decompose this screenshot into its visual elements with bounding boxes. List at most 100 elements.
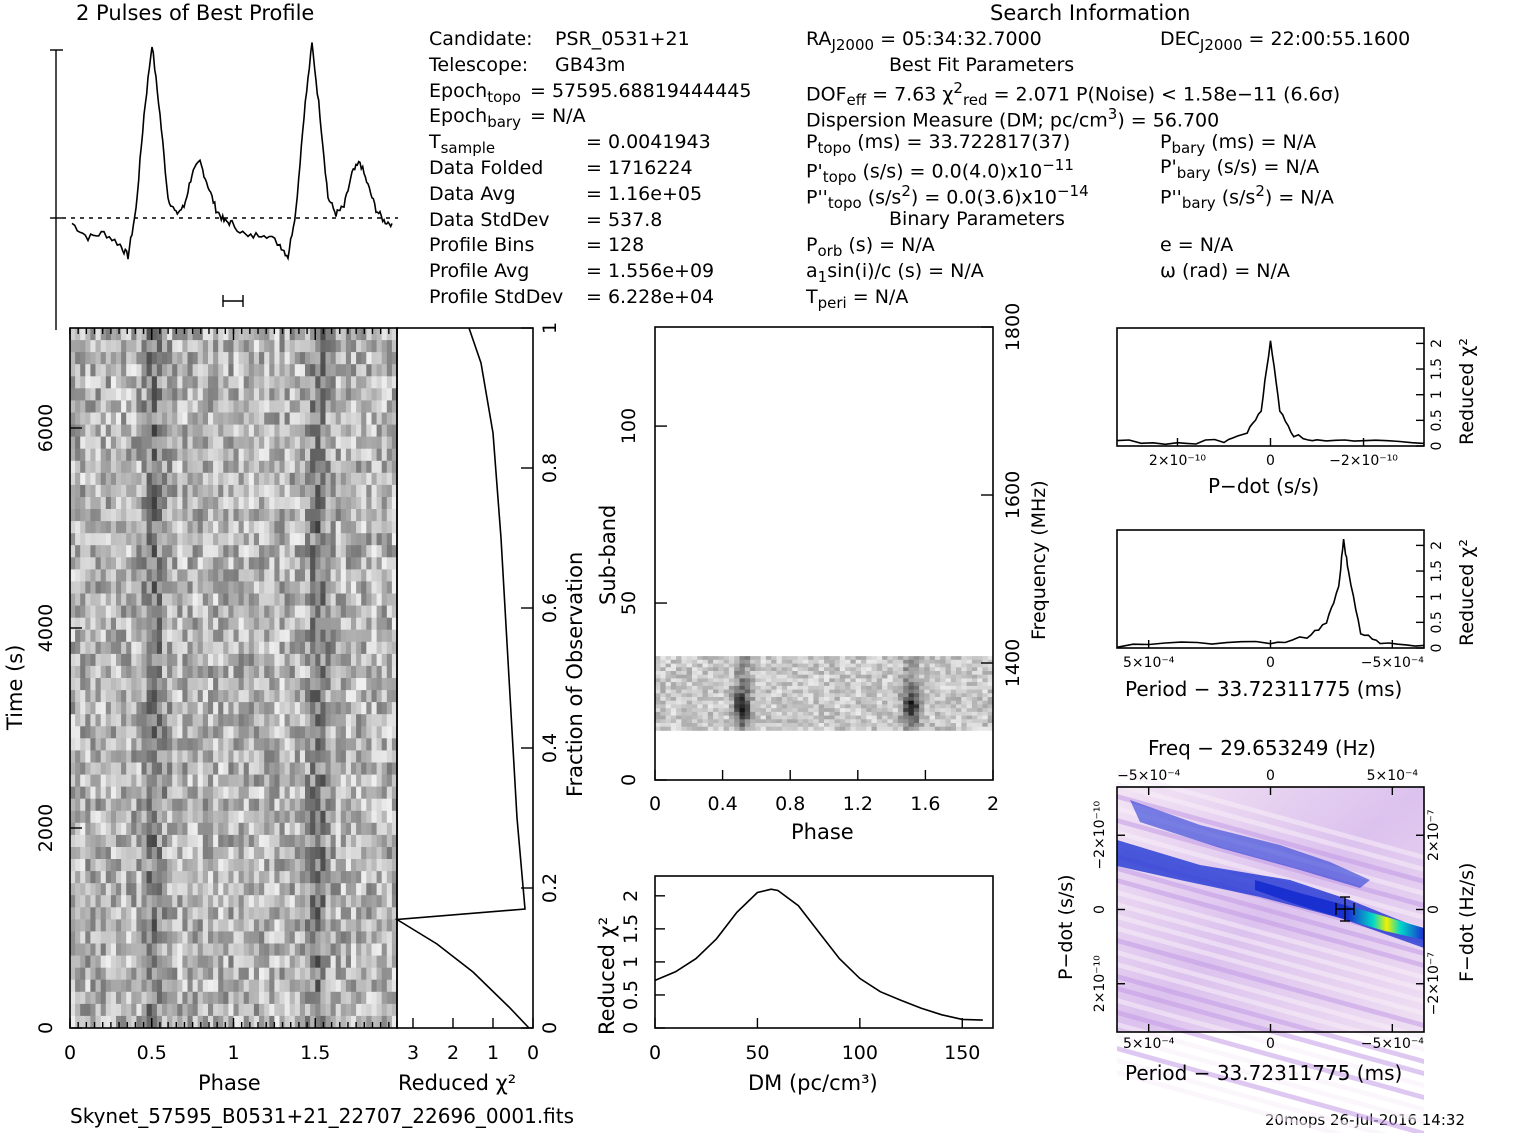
- time-phase-cell: [391, 1003, 398, 1017]
- time-phase-cell: [340, 557, 347, 570]
- time-phase-cell: [197, 328, 204, 341]
- subband-cell: [713, 678, 719, 683]
- subband-cell: [808, 697, 814, 702]
- time-phase-cell: [351, 786, 357, 800]
- candidate-value: = 6.228e+04: [586, 286, 715, 308]
- time-phase-cell: [126, 907, 132, 920]
- time-phase-cell: [223, 798, 229, 812]
- time-phase-cell: [121, 629, 127, 643]
- time-phase-cell: [177, 484, 183, 498]
- time-phase-cell: [136, 859, 142, 872]
- time-phase-cell: [162, 979, 168, 993]
- subband-cell: [855, 708, 862, 713]
- time-phase-cell: [310, 412, 316, 425]
- subband-cell: [855, 697, 862, 702]
- time-phase-cell: [151, 738, 158, 751]
- time-phase-cell: [248, 484, 255, 498]
- time-phase-cell: [156, 388, 163, 401]
- time-phase-cell: [70, 991, 76, 1005]
- time-phase-cell: [131, 629, 137, 643]
- time-phase-cell: [381, 376, 388, 389]
- subband-cell: [850, 656, 857, 661]
- time-phase-cell: [243, 509, 250, 522]
- time-phase-cell: [366, 484, 372, 498]
- time-phase-cell: [279, 678, 285, 691]
- time-phase-cell: [376, 822, 383, 836]
- time-phase-cell: [248, 786, 255, 800]
- time-phase-cell: [121, 847, 127, 860]
- time-phase-cell: [100, 497, 107, 510]
- subband-cell: [787, 700, 793, 705]
- time-phase-cell: [274, 991, 280, 1005]
- time-phase-cell: [116, 376, 122, 389]
- subband-cell: [956, 700, 962, 705]
- time-phase-cell: [131, 690, 137, 703]
- time-phase-cell: [233, 484, 239, 498]
- subband-cell: [866, 674, 872, 679]
- time-phase-cell: [381, 641, 388, 655]
- time-phase-cell: [386, 460, 393, 474]
- time-phase-cell: [110, 859, 117, 872]
- subband-cell: [755, 715, 761, 720]
- subband-cell: [660, 700, 666, 705]
- time-phase-cell: [325, 798, 331, 812]
- time-phase-cell: [284, 388, 291, 401]
- time-phase-cell: [110, 750, 117, 763]
- subband-cell: [919, 656, 925, 661]
- subband-cell: [845, 656, 851, 661]
- time-phase-cell: [274, 810, 280, 824]
- time-phase-cell: [80, 388, 86, 401]
- subband-cell: [950, 693, 957, 698]
- time-phase-cell: [376, 786, 383, 800]
- time-phase-cell: [228, 388, 234, 401]
- time-phase-cell: [361, 750, 367, 763]
- time-phase-cell: [146, 412, 153, 425]
- time-phase-cell: [177, 919, 183, 932]
- time-phase-cell: [243, 1015, 250, 1029]
- time-phase-cell: [110, 943, 117, 956]
- subband-cell: [660, 719, 666, 724]
- time-phase-cell: [299, 786, 306, 800]
- time-phase-cell: [330, 798, 337, 812]
- time-phase-cell: [116, 919, 122, 932]
- time-phase-cell: [172, 617, 178, 631]
- time-phase-cell: [75, 569, 81, 582]
- time-phase-cell: [340, 991, 347, 1005]
- time-phase-cell: [351, 847, 357, 860]
- time-phase-cell: [187, 931, 193, 944]
- time-phase-cell: [299, 533, 306, 546]
- time-phase-cell: [192, 629, 199, 643]
- time-phase-cell: [156, 810, 163, 824]
- time-phase-cell: [121, 798, 127, 812]
- time-phase-cell: [70, 847, 76, 860]
- subband-cell: [655, 697, 661, 702]
- time-phase-cell: [110, 907, 117, 920]
- subband-cell: [797, 715, 804, 720]
- candidate-label: Data StdDev: [429, 208, 550, 231]
- time-phase-cell: [172, 798, 178, 812]
- time-phase-cell: [197, 388, 204, 401]
- time-phase-cell: [223, 521, 229, 534]
- time-phase-cell: [320, 328, 326, 341]
- time-phase-cell: [310, 847, 316, 860]
- subband-cell: [676, 700, 682, 705]
- time-phase-cell: [85, 943, 91, 956]
- time-phase-cell: [335, 509, 342, 522]
- time-phase-cell: [248, 521, 255, 534]
- time-phase-cell: [299, 943, 306, 956]
- subband-cell: [818, 667, 825, 672]
- time-phase-cell: [85, 412, 91, 425]
- time-phase-cell: [70, 569, 76, 582]
- time-phase-cell: [172, 907, 178, 920]
- candidate-value: = 1.556e+09: [586, 260, 715, 283]
- time-phase-cell: [100, 762, 107, 775]
- time-phase-cell: [243, 364, 250, 377]
- subband-cell: [887, 711, 894, 716]
- time-phase-cell: [177, 750, 183, 763]
- subband-cell: [697, 697, 703, 702]
- subband-cell: [897, 659, 904, 664]
- time-phase-cell: [126, 871, 132, 884]
- time-phase-cell: [366, 521, 372, 534]
- subband-cell: [887, 663, 894, 668]
- time-phase-cell: [361, 967, 367, 981]
